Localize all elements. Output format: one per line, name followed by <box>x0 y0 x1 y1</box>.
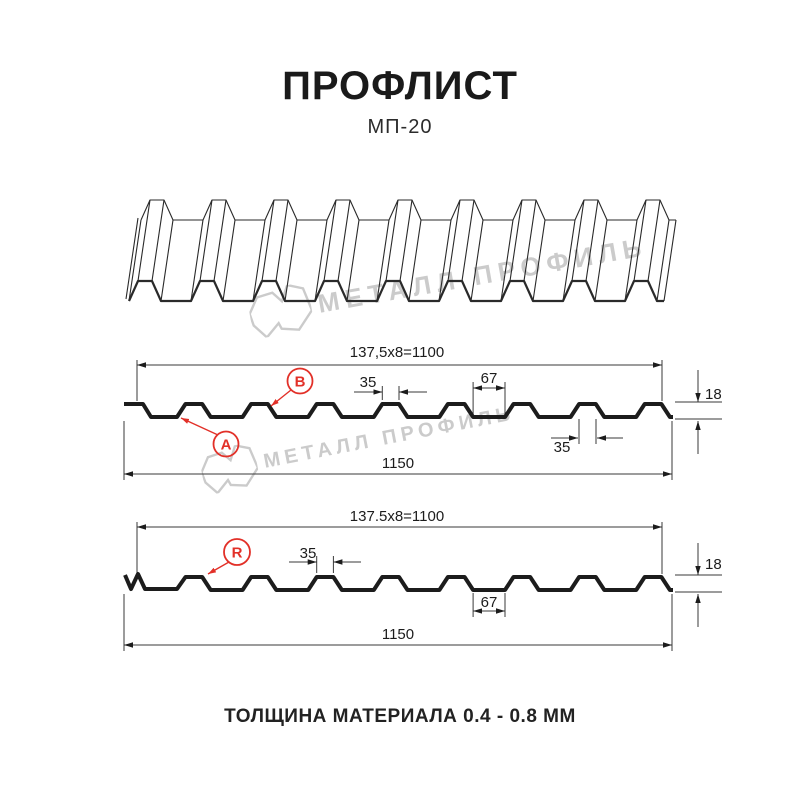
dim-rib-top-width: 35 <box>300 545 317 562</box>
side-r-marker <box>223 538 251 566</box>
dim-working-width: 137,5x8=1100 <box>350 344 444 361</box>
dim-valley-width: 67 <box>481 370 498 387</box>
metall-profil-logo-icon <box>248 283 314 340</box>
profile-outline-r <box>123 572 673 592</box>
dim-rib-top-width: 35 <box>360 374 377 391</box>
watermark-middle: МЕТАЛЛ ПРОФИЛЬ <box>198 392 519 496</box>
side-b-label: B <box>295 374 306 391</box>
sheet-3d-drawing <box>125 199 677 303</box>
dim-rib-bottom-width: 35 <box>554 439 571 456</box>
dim-profile-height: 18 <box>705 556 722 573</box>
dim-valley-width: 67 <box>481 594 498 611</box>
material-thickness-note: ТОЛЩИНА МАТЕРИАЛА 0.4 - 0.8 ММ <box>224 706 576 727</box>
dim-overall-width: 1150 <box>382 626 414 643</box>
dim-profile-height: 18 <box>705 386 722 403</box>
cross-section-diagram-ab: A B 137,5x8=1100 35 67 18 35 1150 <box>123 344 722 480</box>
metall-profil-logo-icon <box>200 444 260 495</box>
side-a-label: A <box>221 437 232 454</box>
page-title: ПРОФЛИСТ <box>282 64 518 108</box>
watermark-top: МЕТАЛЛ ПРОФИЛЬ <box>246 222 651 340</box>
profile-outline-ab <box>124 402 673 419</box>
dim-working-width: 137.5x8=1100 <box>350 508 444 525</box>
side-a-marker <box>212 430 240 458</box>
cross-section-diagram-r: R 137.5x8=1100 35 67 18 1150 <box>123 508 722 651</box>
side-r-label: R <box>232 545 243 562</box>
dim-overall-width: 1150 <box>382 455 414 472</box>
profile-model-subtitle: МП-20 <box>367 116 433 138</box>
side-b-marker <box>286 367 314 395</box>
